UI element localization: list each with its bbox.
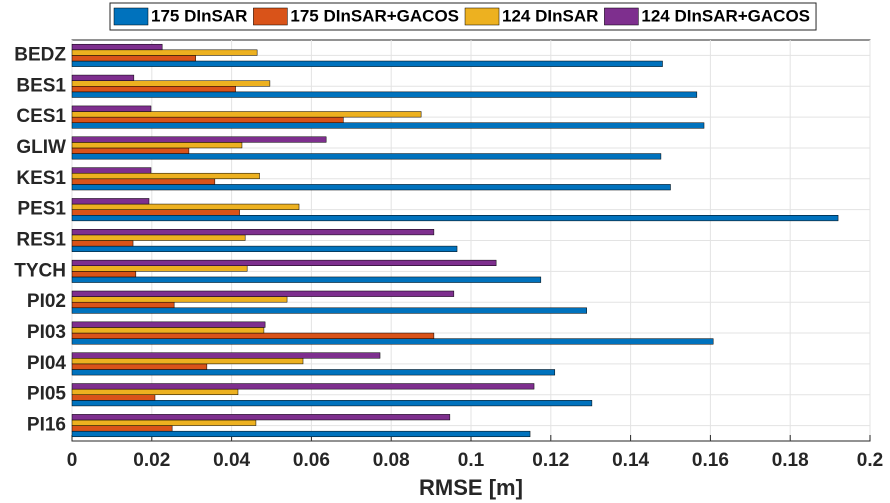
y-tick-label: PI02 (27, 291, 66, 312)
legend-swatch (464, 7, 500, 26)
bar (71, 229, 435, 236)
bar (71, 122, 705, 129)
bar (71, 167, 152, 174)
x-tick-label: 0.16 (692, 450, 729, 471)
legend-label: 124 DInSAR+GACOS (641, 6, 810, 25)
x-tick-label: 0.1 (458, 450, 485, 471)
bar (71, 136, 327, 143)
bar (71, 245, 458, 252)
bar (71, 301, 175, 309)
legend-label: 175 DInSAR (151, 6, 247, 25)
bar (71, 55, 196, 62)
bar (71, 153, 662, 160)
x-tick-label: 0.2 (857, 450, 883, 471)
x-tick-label: 0.06 (293, 450, 330, 471)
bar (71, 172, 260, 180)
bar (71, 142, 243, 149)
legend (109, 2, 817, 31)
bar (71, 338, 714, 345)
bar (71, 290, 455, 297)
legend-label: 175 DInSAR+GACOS (290, 6, 459, 25)
bar (71, 321, 266, 328)
y-tick-label: BEDZ (14, 44, 66, 65)
bar (71, 400, 593, 407)
bar (71, 430, 531, 438)
bar (71, 388, 239, 395)
bar (71, 383, 535, 390)
x-tick-label: 0 (67, 450, 78, 471)
bar (71, 209, 240, 216)
bar (71, 352, 381, 359)
bar (71, 80, 271, 87)
bar (71, 111, 422, 118)
x-tick-label: 0.12 (532, 450, 569, 471)
bar (71, 271, 137, 278)
bar (71, 414, 451, 421)
y-tick-label: RES1 (16, 230, 66, 251)
x-tick-label: 0.18 (772, 450, 809, 471)
x-axis-label: RMSE [m] (419, 475, 523, 500)
bar (71, 425, 173, 432)
y-tick-label: PI04 (27, 353, 67, 374)
bar (71, 203, 300, 210)
y-tick-label: PI16 (27, 415, 66, 436)
bar (71, 307, 587, 314)
bar (71, 363, 208, 370)
bar (71, 265, 248, 272)
bar (71, 184, 671, 191)
x-tick-label: 0.04 (213, 450, 250, 471)
bar (71, 49, 258, 56)
bar (71, 296, 288, 303)
bar (71, 147, 190, 154)
bar (71, 116, 344, 123)
bar (71, 259, 497, 266)
bar (71, 74, 135, 81)
bar (71, 240, 134, 247)
bar (71, 91, 698, 98)
y-tick-label: CES1 (16, 106, 66, 127)
legend-label: 124 DInSAR (502, 6, 598, 25)
legend-swatch (113, 7, 149, 26)
bar (71, 86, 236, 93)
x-tick-label: 0.14 (612, 450, 649, 471)
bar (71, 60, 663, 67)
legend-swatch (253, 7, 288, 26)
y-tick-label: TYCH (14, 260, 66, 281)
bar (71, 276, 542, 283)
y-tick-label: BES1 (16, 75, 66, 96)
bar (71, 178, 216, 185)
bar (71, 234, 246, 241)
bar (71, 105, 152, 112)
bar (71, 358, 304, 365)
y-tick-label: PES1 (17, 199, 66, 220)
y-tick-label: KES1 (16, 168, 66, 189)
bar (71, 327, 265, 334)
x-tick-label: 0.08 (373, 450, 410, 471)
bar (71, 198, 150, 205)
x-tick-label: 0.02 (133, 450, 170, 471)
bar (71, 43, 163, 51)
y-tick-label: PI05 (27, 384, 67, 405)
bar (71, 419, 257, 426)
bar (71, 332, 435, 339)
bar (71, 215, 839, 222)
bar (71, 394, 156, 401)
y-tick-label: GLIW (16, 137, 66, 158)
legend-swatch (604, 7, 639, 26)
bar (71, 369, 556, 376)
y-tick-label: PI03 (27, 322, 66, 343)
